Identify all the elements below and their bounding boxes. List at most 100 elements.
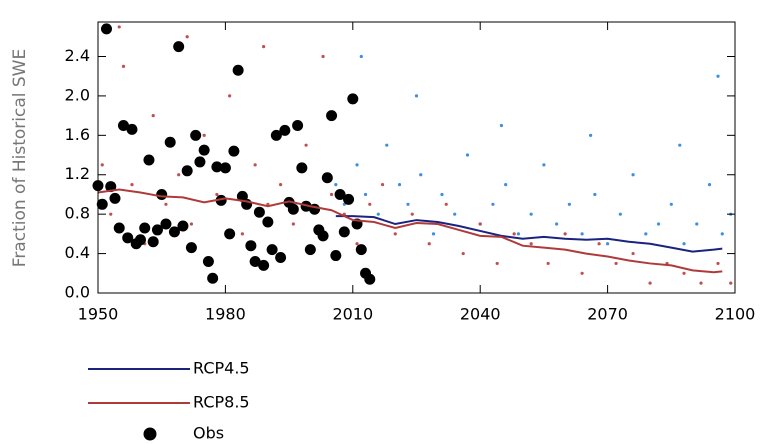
data-point bbox=[181, 165, 193, 177]
data-point bbox=[228, 94, 232, 98]
data-point bbox=[190, 129, 202, 141]
data-point bbox=[347, 93, 359, 105]
data-point bbox=[219, 162, 231, 174]
data-point bbox=[699, 281, 703, 285]
y-tick-label: 0.8 bbox=[65, 204, 90, 223]
y-tick-label: 0.0 bbox=[65, 283, 90, 302]
data-point bbox=[189, 222, 194, 226]
data-point bbox=[504, 183, 508, 187]
data-point bbox=[321, 54, 325, 59]
data-point bbox=[453, 212, 457, 216]
data-point bbox=[202, 255, 214, 267]
data-point bbox=[100, 23, 112, 35]
data-point bbox=[656, 222, 661, 226]
data-point bbox=[164, 136, 176, 148]
data-point bbox=[164, 202, 168, 206]
data-point bbox=[419, 173, 423, 177]
data-point bbox=[122, 232, 134, 244]
data-point bbox=[440, 192, 444, 197]
data-point bbox=[444, 202, 448, 206]
y-tick-label: 2.0 bbox=[65, 85, 90, 104]
data-point bbox=[499, 123, 504, 128]
y-tick-label: 1.6 bbox=[65, 125, 90, 144]
data-point bbox=[109, 192, 121, 204]
data-point bbox=[117, 119, 129, 131]
data-point bbox=[194, 156, 206, 168]
data-point bbox=[555, 222, 559, 226]
data-point bbox=[134, 234, 146, 246]
data-point bbox=[224, 228, 236, 240]
data-point bbox=[431, 232, 436, 236]
data-point bbox=[113, 222, 125, 234]
data-point bbox=[334, 188, 346, 200]
data-point bbox=[317, 230, 329, 242]
data-point bbox=[338, 226, 350, 238]
data-point bbox=[198, 144, 210, 156]
data-point bbox=[406, 202, 410, 206]
data-line bbox=[335, 215, 723, 253]
data-point bbox=[707, 183, 712, 187]
data-point bbox=[160, 218, 172, 230]
data-point bbox=[215, 194, 227, 206]
data-point bbox=[478, 222, 482, 226]
data-point bbox=[304, 244, 316, 256]
data-point bbox=[618, 212, 622, 216]
data-point bbox=[491, 202, 495, 206]
data-point bbox=[542, 163, 546, 167]
data-point bbox=[682, 242, 686, 246]
data-point bbox=[669, 202, 673, 206]
plot-frame bbox=[97, 21, 736, 294]
data-point bbox=[96, 198, 108, 210]
data-point bbox=[695, 222, 699, 226]
data-point bbox=[376, 212, 380, 216]
data-point bbox=[567, 202, 571, 206]
data-point bbox=[253, 163, 257, 167]
data-point bbox=[355, 163, 359, 167]
data-point bbox=[249, 255, 261, 267]
y-tick-label: 1.2 bbox=[65, 164, 90, 183]
data-point bbox=[207, 272, 219, 284]
data-point bbox=[296, 162, 308, 174]
data-point bbox=[563, 232, 567, 236]
data-point bbox=[329, 192, 334, 197]
data-point bbox=[240, 232, 244, 236]
data-point bbox=[631, 251, 635, 256]
data-point bbox=[465, 153, 470, 157]
data-point bbox=[716, 74, 720, 78]
data-point bbox=[321, 172, 333, 184]
data-point bbox=[304, 143, 308, 147]
data-point bbox=[397, 183, 402, 187]
data-point bbox=[151, 224, 163, 236]
data-point bbox=[185, 35, 189, 39]
data-point bbox=[253, 206, 265, 218]
data-point bbox=[512, 232, 516, 236]
data-point bbox=[648, 281, 652, 285]
data-point bbox=[232, 64, 244, 76]
legend-label: Obs bbox=[193, 424, 224, 443]
data-point bbox=[631, 173, 635, 177]
data-point bbox=[270, 129, 282, 141]
data-point bbox=[461, 251, 465, 256]
data-point bbox=[291, 222, 295, 226]
data-point bbox=[716, 261, 720, 266]
data-point bbox=[202, 133, 206, 137]
data-point bbox=[580, 232, 584, 236]
data-point bbox=[258, 259, 270, 271]
data-point bbox=[614, 261, 618, 266]
data-point bbox=[185, 242, 197, 254]
data-point bbox=[380, 183, 385, 187]
data-point bbox=[139, 222, 151, 234]
data-point bbox=[168, 226, 180, 238]
y-axis-label: Fraction of Historical SWE bbox=[10, 49, 30, 267]
data-point bbox=[143, 154, 155, 166]
data-point bbox=[151, 114, 155, 118]
data-point bbox=[177, 173, 181, 177]
data-point bbox=[275, 252, 287, 264]
data-point bbox=[121, 64, 126, 68]
data-point bbox=[228, 145, 240, 157]
data-point bbox=[177, 220, 189, 232]
x-tick-label: 2010 bbox=[332, 305, 373, 324]
x-tick-label: 1950 bbox=[78, 305, 119, 324]
legend-marker bbox=[143, 427, 157, 441]
